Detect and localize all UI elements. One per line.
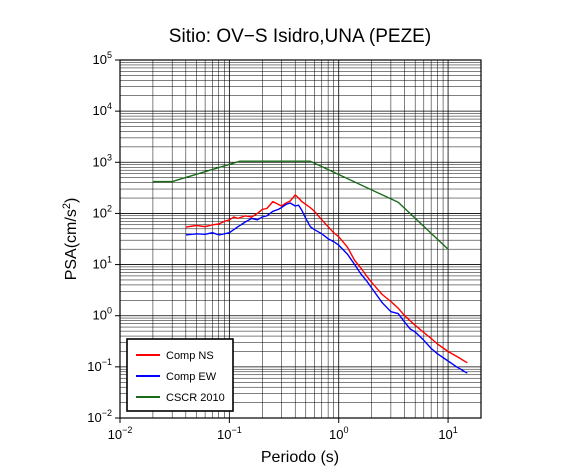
plot-frame	[119, 59, 482, 419]
y-tick-label: 101	[93, 255, 112, 272]
series-line-1	[185, 194, 468, 364]
y-tick-label: 10−1	[87, 357, 112, 374]
y-tick-label: 105	[93, 50, 112, 67]
y-tick-label: 104	[93, 101, 112, 118]
x-tick-label: 100	[329, 425, 348, 442]
y-axis-label: PSA(cm/s2)	[61, 198, 80, 281]
legend: Comp NS Comp EW CSCR 2010	[126, 338, 234, 412]
x-tick-label: 101	[438, 425, 457, 442]
series-group	[152, 160, 468, 374]
series-line-3	[152, 160, 449, 250]
y-tick-label: 102	[93, 203, 112, 220]
legend-label: Comp NS	[166, 350, 214, 362]
x-tick-label: 10−1	[217, 425, 242, 442]
chart-title: Sitio: OV−S Isidro,UNA (PEZE)	[169, 26, 431, 47]
series-line-2	[185, 202, 468, 374]
legend-label: CSCR 2010	[166, 392, 225, 404]
y-tick-label: 100	[93, 306, 112, 323]
plot-grid	[120, 60, 481, 418]
x-axis-label: Periodo (s)	[261, 449, 339, 466]
axis-ticks: 10−2 10−1 100 101 10−2 10−1 100 101 102 103 104 105	[87, 50, 458, 442]
legend-label: Comp EW	[166, 371, 217, 383]
y-tick-label: 103	[93, 152, 112, 169]
y-tick-label: 10−2	[87, 408, 112, 425]
x-tick-label: 10−2	[108, 425, 133, 442]
